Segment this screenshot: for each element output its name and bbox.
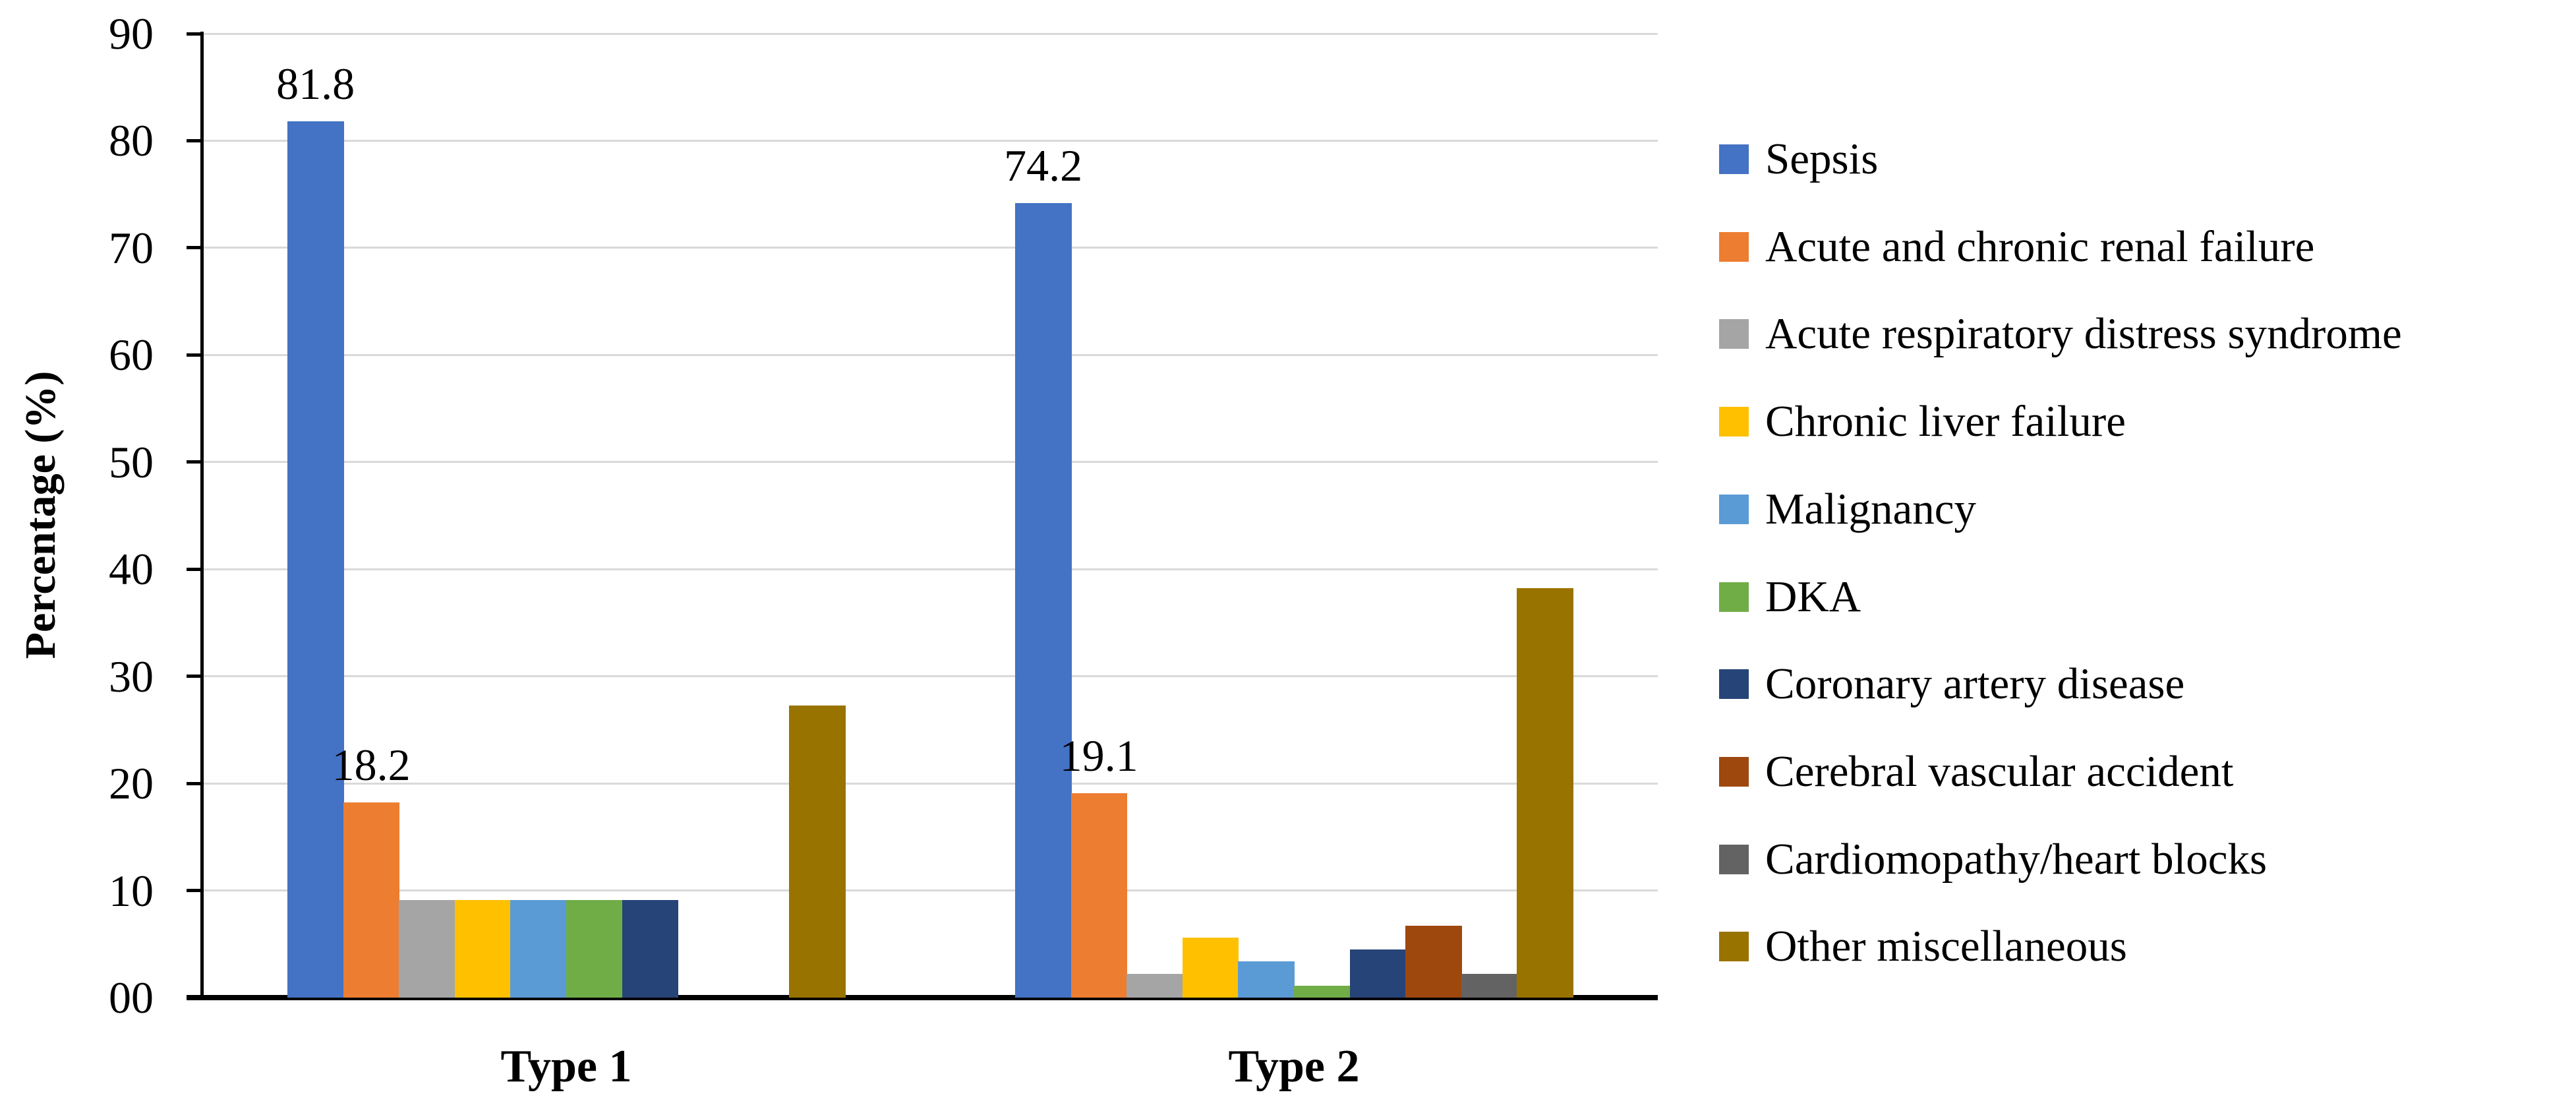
bar-type-1-other-miscellaneous bbox=[789, 705, 846, 998]
legend-swatch-malignancy bbox=[1719, 494, 1749, 524]
gridline-20 bbox=[202, 782, 1658, 785]
bar-type-2-chronic-liver-failure bbox=[1182, 938, 1239, 998]
legend-label-cardiomopathy-heart-blocks: Cardiomopathy/heart blocks bbox=[1765, 834, 2268, 884]
legend-item-acute-respiratory-distress-syndrome: Acute respiratory distress syndrome bbox=[1719, 304, 2576, 363]
legend-swatch-dka bbox=[1719, 582, 1749, 612]
y-tick-label-90: 90 bbox=[109, 9, 154, 59]
y-tick-10 bbox=[187, 889, 202, 893]
bar-type-2-malignancy bbox=[1238, 961, 1295, 998]
legend-swatch-chronic-liver-failure bbox=[1719, 407, 1749, 437]
bar-type-1-chronic-liver-failure bbox=[454, 900, 512, 998]
legend-swatch-cardiomopathy-heart-blocks bbox=[1719, 844, 1749, 874]
bar-type-2-cardiomopathy-heart-blocks bbox=[1461, 974, 1518, 998]
bar-type-2-acute-respiratory-distress-syndrome bbox=[1127, 974, 1183, 998]
bar-type-2-dka bbox=[1294, 986, 1351, 998]
data-label-type-2-sepsis: 74.2 bbox=[1004, 140, 1083, 191]
gridline-70 bbox=[202, 247, 1658, 249]
y-tick-label-0: 00 bbox=[109, 973, 154, 1023]
y-tick-label-70: 70 bbox=[109, 222, 154, 273]
data-label-type-1-acute-and-chronic-renal-failure: 18.2 bbox=[332, 740, 411, 791]
legend-item-cerebral-vascular-accident: Cerebral vascular accident bbox=[1719, 742, 2576, 801]
legend-label-acute-and-chronic-renal-failure: Acute and chronic renal failure bbox=[1765, 222, 2315, 271]
legend-item-dka: DKA bbox=[1719, 567, 2576, 626]
gridline-50 bbox=[202, 461, 1658, 464]
legend-item-other-miscellaneous: Other miscellaneous bbox=[1719, 917, 2576, 976]
y-tick-label-20: 20 bbox=[109, 758, 154, 809]
gridline-30 bbox=[202, 675, 1658, 678]
legend-swatch-acute-and-chronic-renal-failure bbox=[1719, 231, 1749, 262]
legend-label-other-miscellaneous: Other miscellaneous bbox=[1765, 922, 2127, 971]
legend: Sepsis Acute and chronic renal failure Acu… bbox=[1719, 129, 2576, 980]
legend-item-acute-and-chronic-renal-failure: Acute and chronic renal failure bbox=[1719, 217, 2576, 276]
legend-item-cardiomopathy-heart-blocks: Cardiomopathy/heart blocks bbox=[1719, 829, 2576, 889]
bar-type-2-other-miscellaneous bbox=[1517, 588, 1573, 998]
category-label-type-1: Type 1 bbox=[500, 1041, 632, 1092]
legend-swatch-cerebral-vascular-accident bbox=[1719, 756, 1749, 787]
y-tick-label-50: 50 bbox=[109, 436, 154, 487]
legend-label-acute-respiratory-distress-syndrome: Acute respiratory distress syndrome bbox=[1765, 309, 2402, 359]
bar-type-1-dka bbox=[566, 900, 623, 998]
legend-item-chronic-liver-failure: Chronic liver failure bbox=[1719, 392, 2576, 451]
legend-item-coronary-artery-disease: Coronary artery disease bbox=[1719, 654, 2576, 713]
legend-swatch-acute-respiratory-distress-syndrome bbox=[1719, 319, 1749, 349]
bar-type-2-sepsis bbox=[1015, 202, 1072, 998]
y-tick-label-30: 30 bbox=[109, 651, 154, 702]
bar-type-1-sepsis bbox=[287, 121, 344, 998]
category-label-type-2: Type 2 bbox=[1228, 1041, 1360, 1092]
gridline-60 bbox=[202, 353, 1658, 356]
legend-swatch-other-miscellaneous bbox=[1719, 932, 1749, 962]
y-tick-50 bbox=[187, 460, 202, 464]
gridline-40 bbox=[202, 568, 1658, 570]
y-tick-label-10: 10 bbox=[109, 865, 154, 916]
y-tick-60 bbox=[187, 353, 202, 357]
plot-area: 00 10 20 30 40 50 60 70 80 90 81.8 18.2 Type 1 74.2 19… bbox=[109, 9, 1658, 1092]
y-tick-20 bbox=[187, 781, 202, 785]
y-tick-40 bbox=[187, 567, 202, 571]
legend-label-coronary-artery-disease: Coronary artery disease bbox=[1765, 659, 2185, 709]
y-tick-label-40: 40 bbox=[109, 544, 154, 595]
legend-item-malignancy: Malignancy bbox=[1719, 479, 2576, 539]
bar-type-1-acute-respiratory-distress-syndrome bbox=[399, 900, 455, 998]
legend-label-dka: DKA bbox=[1765, 572, 1861, 621]
y-tick-label-60: 60 bbox=[109, 330, 154, 380]
bar-type-2-acute-and-chronic-renal-failure bbox=[1070, 793, 1128, 998]
gridline-80 bbox=[202, 139, 1658, 142]
legend-item-sepsis: Sepsis bbox=[1719, 129, 2576, 189]
bar-type-2-cerebral-vascular-accident bbox=[1405, 926, 1462, 998]
legend-label-chronic-liver-failure: Chronic liver failure bbox=[1765, 397, 2126, 446]
bar-type-1-acute-and-chronic-renal-failure bbox=[343, 802, 400, 998]
y-tick-80 bbox=[187, 138, 202, 142]
y-axis-line bbox=[200, 32, 204, 1000]
data-label-type-1-sepsis: 81.8 bbox=[276, 59, 355, 109]
legend-label-malignancy: Malignancy bbox=[1765, 484, 1977, 533]
gridline-10 bbox=[202, 889, 1658, 892]
y-tick-90 bbox=[187, 32, 202, 36]
y-tick-label-80: 80 bbox=[109, 115, 154, 166]
data-label-type-2-acute-and-chronic-renal-failure: 19.1 bbox=[1059, 730, 1138, 781]
bar-type-1-coronary-artery-disease bbox=[622, 900, 679, 998]
legend-swatch-sepsis bbox=[1719, 144, 1749, 174]
legend-swatch-coronary-artery-disease bbox=[1719, 669, 1749, 700]
y-tick-70 bbox=[187, 246, 202, 250]
bar-type-1-malignancy bbox=[510, 900, 567, 998]
bar-type-2-coronary-artery-disease bbox=[1349, 949, 1407, 998]
y-tick-30 bbox=[187, 675, 202, 678]
x-axis-line bbox=[187, 995, 1658, 1000]
legend-label-cerebral-vascular-accident: Cerebral vascular accident bbox=[1765, 746, 2234, 796]
gridline-90 bbox=[202, 32, 1658, 35]
legend-label-sepsis: Sepsis bbox=[1765, 135, 1879, 183]
